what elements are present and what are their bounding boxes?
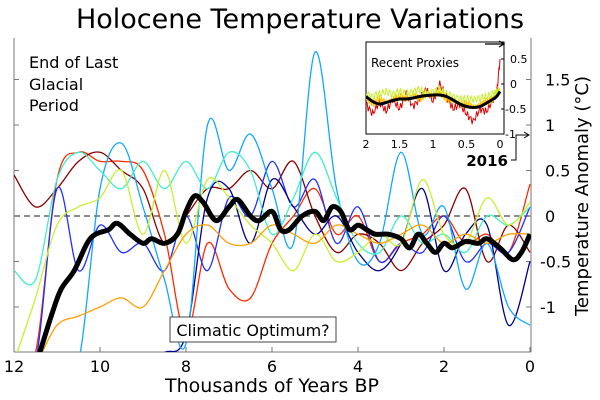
- glacial-annotation: End of Last Glacial Period: [29, 53, 118, 115]
- glacial-line-2: Glacial: [29, 75, 83, 94]
- y-axis-label: Temperature Anomaly (°C): [572, 76, 593, 317]
- x-axis-label: Thousands of Years BP: [164, 375, 379, 397]
- optimum-label: Climatic Optimum?: [176, 321, 329, 340]
- proxy-series-line-6: [14, 151, 531, 286]
- mean-temperature-line: [37, 193, 531, 352]
- proxy-series-line-7: [16, 169, 531, 352]
- x-tick-label: 4: [353, 357, 363, 376]
- x-tick-label: 2: [439, 357, 449, 376]
- glacial-line-1: End of Last: [29, 53, 118, 72]
- inset-x-tick-label: 0: [497, 138, 504, 151]
- x-tick-label: 6: [267, 357, 277, 376]
- inset-chart: Recent Proxies 2 1.5 1 0.5 0 0.5 0 -0.5 -1: [363, 41, 528, 151]
- proxy-series-line-3: [36, 160, 531, 352]
- year-marker-label: 2016: [466, 152, 508, 170]
- x-tick-label: 10: [90, 357, 110, 376]
- proxy-series-line-5: [79, 51, 531, 352]
- y-tick-label: 0.5: [545, 162, 570, 181]
- y-tick-label: 1.5: [545, 71, 570, 90]
- y-tick-label: -0.5: [540, 253, 571, 272]
- y-tick-label: -1: [540, 298, 556, 317]
- inset-title: Recent Proxies: [371, 56, 459, 70]
- inset-y-tick-label: 0: [510, 78, 517, 91]
- inset-mean-line: [366, 90, 502, 110]
- inset-x-tick-label: 1: [430, 138, 437, 151]
- inset-x-tick-label: 1.5: [391, 138, 409, 151]
- glacial-line-3: Period: [29, 96, 79, 115]
- y-tick-label: 0: [545, 207, 555, 226]
- inset-y-tick-label: -1: [505, 128, 516, 141]
- inset-y-tick-label: 0.5: [510, 53, 528, 66]
- inset-x-tick-label: 2: [363, 138, 370, 151]
- x-tick-label: 0: [525, 357, 535, 376]
- inset-y-tick-label: -0.5: [505, 103, 526, 116]
- optimum-box: [169, 316, 337, 343]
- year-marker-bracket: [511, 134, 528, 161]
- proxy-series-line-4: [164, 177, 531, 352]
- y-tick-label: 1: [545, 116, 555, 135]
- chart-title: Holocene Temperature Variations: [76, 4, 524, 35]
- inset-arrow: [485, 40, 506, 48]
- inset-proxy-line-3: [366, 85, 501, 104]
- x-tick-label: 12: [4, 357, 24, 376]
- year-marker-arrowhead: [523, 131, 530, 139]
- inset-frame: [365, 41, 505, 135]
- inset-x-tick-label: 0.5: [458, 138, 476, 151]
- x-tick-label: 8: [181, 357, 191, 376]
